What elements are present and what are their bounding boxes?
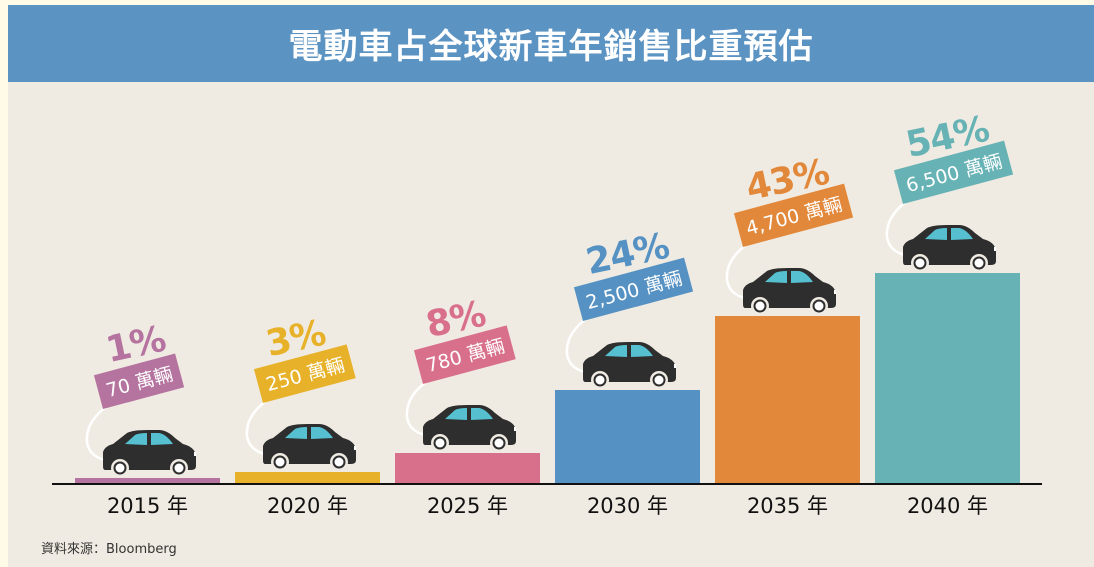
bar-0 xyxy=(75,478,220,484)
x-axis-line xyxy=(52,483,1042,485)
bar-2 xyxy=(395,453,540,484)
x-tick-label: 2020 年 xyxy=(266,494,349,518)
car-icon xyxy=(739,268,837,316)
connector-curve xyxy=(565,308,602,374)
car-icon xyxy=(419,405,517,453)
x-tick-label: 2035 年 xyxy=(746,494,829,518)
car-icon xyxy=(899,225,997,273)
connector-curve xyxy=(725,234,762,300)
x-tick-label: 2040 年 xyxy=(906,494,989,518)
top-strip xyxy=(0,0,1094,5)
car-icon xyxy=(99,430,197,478)
left-strip xyxy=(0,0,8,567)
connector-curve xyxy=(245,390,282,456)
car-icon xyxy=(579,342,677,390)
connector-curve xyxy=(885,191,922,257)
car-icon xyxy=(259,424,357,472)
bar-4 xyxy=(715,316,860,484)
title-bar: 電動車占全球新車年銷售比重預估 xyxy=(8,5,1094,82)
x-tick-label: 2025 年 xyxy=(426,494,509,518)
bar-1 xyxy=(235,472,380,484)
connector-curve xyxy=(85,396,122,462)
bar-5 xyxy=(875,273,1020,484)
x-tick-label: 2015 年 xyxy=(106,494,189,518)
source-note: 資料來源：Bloomberg xyxy=(41,542,177,557)
x-tick-label: 2030 年 xyxy=(586,494,669,518)
chart-title: 電動車占全球新車年銷售比重預估 xyxy=(288,27,814,67)
connector-curve xyxy=(405,371,442,437)
bar-3 xyxy=(555,390,700,484)
